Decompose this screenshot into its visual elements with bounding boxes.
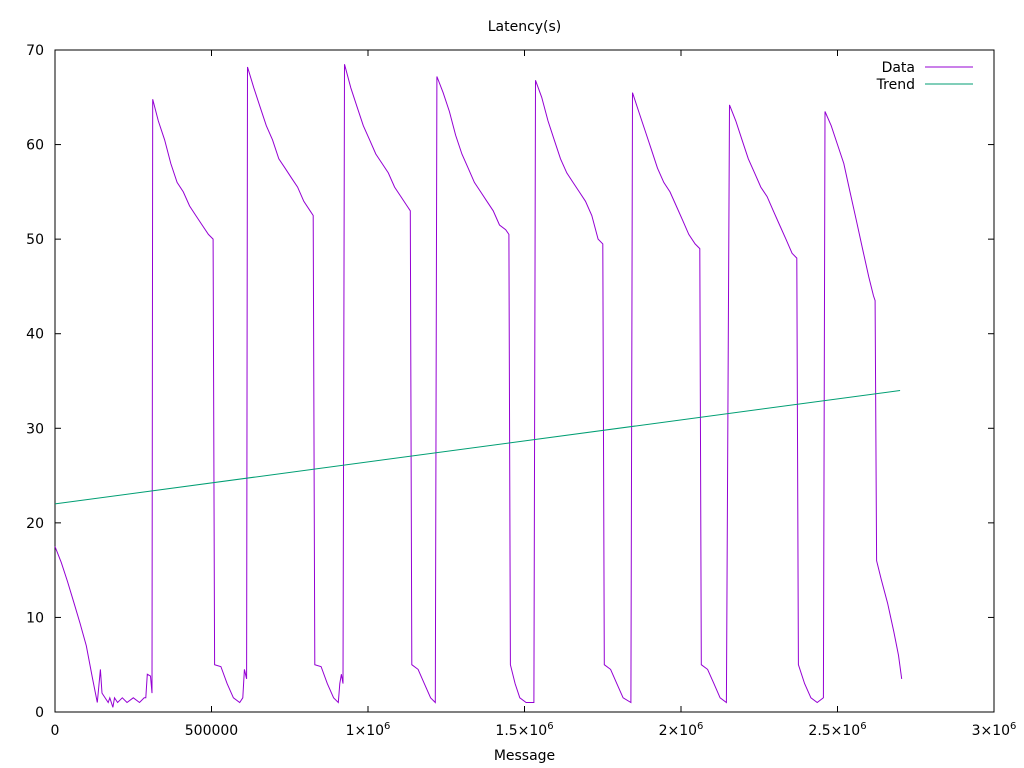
legend-label: Trend	[876, 77, 915, 93]
x-tick-label: 1×106	[346, 721, 391, 739]
legend-label: Data	[882, 60, 915, 76]
y-tick-label: 70	[26, 43, 44, 59]
chart-title: Latency(s)	[488, 19, 562, 35]
x-axis: 0 500000 1×106 1.5×106 2×106 2.5×106 3×106	[51, 50, 1017, 739]
y-tick-label: 20	[26, 516, 44, 532]
x-tick-label: 0	[51, 723, 60, 739]
series-layer	[54, 64, 903, 708]
y-tick-label: 50	[26, 232, 44, 248]
y-tick-label: 30	[26, 421, 44, 437]
y-tick-label: 40	[26, 327, 44, 343]
x-tick-label: 500000	[185, 723, 238, 739]
x-tick-label: 3×106	[972, 721, 1017, 739]
plot-frame	[54, 49, 995, 713]
y-axis: 0 10 20 30 40 50 60 70	[26, 43, 994, 721]
y-tick-label: 10	[26, 610, 44, 626]
x-tick-label: 1.5×106	[495, 721, 553, 739]
x-axis-label: Message	[494, 748, 555, 764]
series-line-data	[54, 64, 903, 708]
x-tick-label: 2×106	[659, 721, 704, 739]
y-tick-label: 60	[26, 138, 44, 154]
y-tick-label: 0	[35, 705, 44, 721]
x-tick-label: 2.5×106	[808, 721, 866, 739]
series-line-trend	[54, 390, 901, 505]
